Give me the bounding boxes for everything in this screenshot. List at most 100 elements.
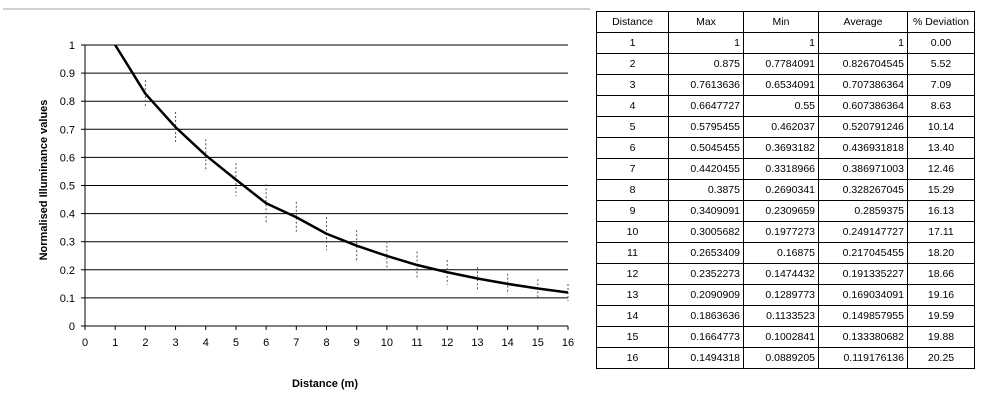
table-cell: 0.6534091 — [743, 74, 819, 96]
table-cell: 0.520791246 — [818, 116, 908, 138]
table-cell: 17.11 — [907, 221, 975, 243]
table-cell: 13.40 — [907, 137, 975, 159]
column-header: Average — [818, 11, 908, 33]
table-cell: 5.52 — [907, 53, 975, 75]
range-bars — [144, 80, 569, 302]
table-cell: 0.133380682 — [818, 326, 908, 348]
table-cell: 0.149857955 — [818, 305, 908, 327]
x-tick-label: 15 — [532, 337, 544, 349]
table-cell: 18.20 — [907, 242, 975, 264]
table-row: 4 0.6647727 0.55 0.607386364 8.63 — [596, 95, 975, 117]
table-cell: 0.1494318 — [668, 347, 744, 369]
axes — [81, 44, 569, 330]
table-cell: 10 — [596, 221, 669, 243]
table-cell: 0.462037 — [743, 116, 819, 138]
table-cell: 0.2309659 — [743, 200, 819, 222]
table-cell: 0.00 — [907, 32, 975, 54]
table-row: 10 0.3005682 0.1977273 0.249147727 17.11 — [596, 221, 975, 243]
table-cell: 0.191335227 — [818, 263, 908, 285]
x-tick-label: 14 — [502, 337, 514, 349]
table-cell: 0.7784091 — [743, 53, 819, 75]
y-tick-label: 0 — [69, 321, 75, 333]
x-tick-label: 3 — [173, 337, 179, 349]
table-cell: 16 — [596, 347, 669, 369]
table-cell: 0.119176136 — [818, 347, 908, 369]
table-cell: 0.707386364 — [818, 74, 908, 96]
x-tick-label: 16 — [562, 337, 574, 349]
table-cell: 19.59 — [907, 305, 975, 327]
column-header: Min — [743, 11, 819, 33]
table-cell: 15.29 — [907, 179, 975, 201]
x-tick-label: 4 — [203, 337, 209, 349]
table-cell: 10.14 — [907, 116, 975, 138]
table-row: 6 0.5045455 0.3693182 0.436931818 13.40 — [596, 137, 975, 159]
table-cell: 14 — [596, 305, 669, 327]
table-cell: 20.25 — [907, 347, 975, 369]
table-cell: 0.1664773 — [668, 326, 744, 348]
table-cell: 19.16 — [907, 284, 975, 306]
table-row: 2 0.875 0.7784091 0.826704545 5.52 — [596, 53, 975, 75]
y-tick-label: 1 — [69, 40, 75, 52]
table-cell: 0.2690341 — [743, 179, 819, 201]
table-cell: 6 — [596, 137, 669, 159]
table-row: 1 1 1 1 0.00 — [596, 32, 975, 54]
table-cell: 1 — [743, 32, 819, 54]
table-cell: 0.1977273 — [743, 221, 819, 243]
x-tick-label: 0 — [82, 337, 88, 349]
table-cell: 0.328267045 — [818, 179, 908, 201]
y-tick-label: 0.9 — [60, 68, 75, 80]
table-cell: 0.217045455 — [818, 242, 908, 264]
table-cell: 0.55 — [743, 95, 819, 117]
table-cell: 0.1863636 — [668, 305, 744, 327]
table-cell: 1 — [818, 32, 908, 54]
table-cell: 8 — [596, 179, 669, 201]
gridlines — [85, 44, 568, 299]
table-cell: 0.5045455 — [668, 137, 744, 159]
table-cell: 0.386971003 — [818, 158, 908, 180]
table-row: 12 0.2352273 0.1474432 0.191335227 18.66 — [596, 263, 975, 285]
x-tick-label: 6 — [263, 337, 269, 349]
table-cell: 0.1289773 — [743, 284, 819, 306]
table-row: 14 0.1863636 0.1133523 0.149857955 19.59 — [596, 305, 975, 327]
y-tick-label: 0.6 — [60, 152, 75, 164]
x-tick-label: 12 — [441, 337, 453, 349]
table-cell: 16.13 — [907, 200, 975, 222]
y-tick-label: 0.1 — [60, 293, 75, 305]
table-cell: 0.2653409 — [668, 242, 744, 264]
x-tick-label: 2 — [142, 337, 148, 349]
table-cell: 0.5795455 — [668, 116, 744, 138]
x-tick-label: 9 — [354, 337, 360, 349]
table-cell: 2 — [596, 53, 669, 75]
table-cell: 0.16875 — [743, 242, 819, 264]
table-cell: 8.63 — [907, 95, 975, 117]
column-header: Distance — [596, 11, 669, 33]
table-cell: 11 — [596, 242, 669, 264]
table-cell: 0.2352273 — [668, 263, 744, 285]
table-cell: 15 — [596, 326, 669, 348]
table-body: 1 1 1 1 0.00 2 0.875 0.7784091 0.826704545 5.52 3 0… — [596, 32, 975, 369]
x-tick-labels: 0 1 2 3 4 5 6 7 8 9 10 11 12 13 14 15 16 — [82, 337, 574, 349]
x-tick-label: 10 — [381, 337, 393, 349]
x-tick-label: 13 — [471, 337, 483, 349]
table-cell: 0.2859375 — [818, 200, 908, 222]
table-row: 3 0.7613636 0.6534091 0.707386364 7.09 — [596, 74, 975, 96]
x-tick-label: 5 — [233, 337, 239, 349]
table-cell: 18.66 — [907, 263, 975, 285]
column-header: Max — [668, 11, 744, 33]
table-row: 9 0.3409091 0.2309659 0.2859375 16.13 — [596, 200, 975, 222]
table-cell: 7 — [596, 158, 669, 180]
y-tick-label: 0.2 — [60, 265, 75, 277]
table-cell: 13 — [596, 284, 669, 306]
x-tick-label: 11 — [411, 337, 422, 349]
table-cell: 0.1133523 — [743, 305, 819, 327]
series-line — [114, 44, 569, 294]
x-tick-label: 7 — [293, 337, 299, 349]
y-tick-label: 0.7 — [60, 124, 75, 136]
table-cell: 0.1474432 — [743, 263, 819, 285]
table-cell: 1 — [596, 32, 669, 54]
table-cell: 19.88 — [907, 326, 975, 348]
table-row: 8 0.3875 0.2690341 0.328267045 15.29 — [596, 179, 975, 201]
table-cell: 0.436931818 — [818, 137, 908, 159]
